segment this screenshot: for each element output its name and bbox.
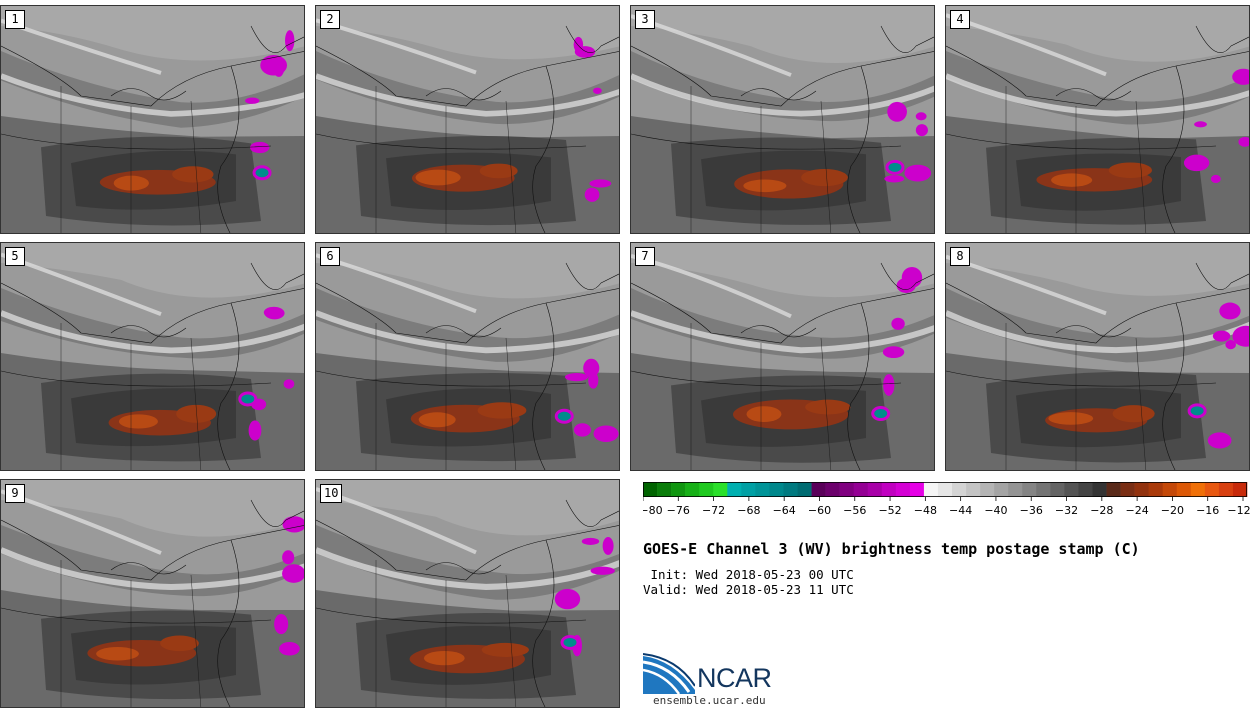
- figure-title: GOES-E Channel 3 (WV) brightness temp po…: [643, 540, 1140, 558]
- water-vapor-map: [946, 243, 1249, 470]
- panel-number-label: 10: [320, 484, 343, 503]
- colorbar-segment: [811, 482, 826, 497]
- colorbar-segment: [1120, 482, 1135, 497]
- colorbar-tick-label: −16: [1196, 504, 1219, 517]
- colorbar-segment: [1176, 482, 1192, 497]
- colorbar-segment: [727, 482, 742, 497]
- postage-stamp-panel: 10: [315, 479, 620, 708]
- colorbar-segment: [980, 482, 995, 497]
- colorbar-tick-label: −60: [808, 504, 831, 517]
- colorbar-segment: [1190, 482, 1206, 497]
- colorbar-segment: [1106, 482, 1121, 497]
- colorbar-tick-label: −36: [1020, 504, 1043, 517]
- panel-number-label: 1: [5, 10, 25, 29]
- colorbar-segment: [937, 482, 953, 497]
- colorbar-segment: [1204, 482, 1220, 497]
- colorbar-segment: [643, 482, 658, 497]
- colorbar-segment: [1232, 482, 1248, 497]
- colorbar-segment: [1078, 482, 1093, 497]
- colorbar-segment: [923, 482, 939, 497]
- colorbar-tick-label: −32: [1055, 504, 1078, 517]
- logo-url: ensemble.ucar.edu: [653, 694, 766, 707]
- water-vapor-map: [631, 243, 934, 470]
- colorbar-tick-label: −40: [984, 504, 1007, 517]
- postage-stamp-panel: 3: [630, 5, 935, 234]
- colorbar-tick-label: −44: [949, 504, 972, 517]
- colorbar-segment: [994, 482, 1009, 497]
- colorbar-tick-label: −56: [843, 504, 866, 517]
- panel-number-label: 4: [950, 10, 970, 29]
- colorbar: −80 −76 −72 −68 −64 −60 −56 −52 −48 −44 −40 −36 −32−…: [643, 482, 1251, 517]
- colorbar-segment: [952, 482, 967, 497]
- colorbar-tick-label: −28: [1090, 504, 1113, 517]
- colorbar-tick-label: −52: [878, 504, 901, 517]
- colorbar-segment: [909, 482, 925, 497]
- colorbar-segment: [671, 482, 686, 497]
- postage-stamp-panel: 9: [0, 479, 305, 708]
- colorbar-tick-label: −48: [914, 504, 937, 517]
- ncar-logo-icon: [643, 652, 695, 694]
- colorbar-segment: [769, 482, 784, 497]
- colorbar-tick-label: −24: [1126, 504, 1149, 517]
- postage-stamp-panel: 1: [0, 5, 305, 234]
- postage-stamp-panel: 2: [315, 5, 620, 234]
- panel-number-label: 9: [5, 484, 25, 503]
- water-vapor-map: [631, 6, 934, 233]
- colorbar-segment: [685, 482, 700, 497]
- colorbar-segment: [966, 482, 981, 497]
- colorbar-tick-label: −72: [702, 504, 725, 517]
- ncar-logo-text: NCAR: [697, 663, 772, 693]
- panel-number-label: 7: [635, 247, 655, 266]
- colorbar-segment: [755, 482, 770, 497]
- valid-time: Valid: Wed 2018-05-23 11 UTC: [643, 582, 854, 597]
- colorbar-segment: [741, 482, 756, 497]
- colorbar-segment: [797, 482, 812, 497]
- postage-stamp-panel: 7: [630, 242, 935, 471]
- colorbar-segment: [713, 482, 728, 497]
- postage-stamp-panel: 4: [945, 5, 1250, 234]
- colorbar-segment: [825, 482, 840, 497]
- water-vapor-map: [1, 243, 304, 470]
- colorbar-tick-label: −12: [1227, 504, 1250, 517]
- colorbar-segment: [657, 482, 672, 497]
- colorbar-border: [643, 482, 1247, 497]
- colorbar-segment: [853, 482, 869, 497]
- colorbar-segment: [699, 482, 714, 497]
- colorbar-segment: [1064, 482, 1079, 497]
- colorbar-segment: [1008, 482, 1023, 497]
- panel-number-label: 8: [950, 247, 970, 266]
- water-vapor-map: [1, 6, 304, 233]
- panel-number-label: 3: [635, 10, 655, 29]
- panel-number-label: 6: [320, 247, 340, 266]
- panel-number-label: 2: [320, 10, 340, 29]
- water-vapor-map: [1, 480, 304, 707]
- water-vapor-map: [946, 6, 1249, 233]
- colorbar-segment: [1134, 482, 1149, 497]
- colorbar-segment: [1162, 482, 1178, 497]
- colorbar-segment: [783, 482, 798, 497]
- panel-number-label: 5: [5, 247, 25, 266]
- postage-stamp-panel: 5: [0, 242, 305, 471]
- postage-stamp-panel: 8: [945, 242, 1250, 471]
- colorbar-segment: [839, 482, 854, 497]
- colorbar-tick-label: −76: [667, 504, 690, 517]
- init-time: Init: Wed 2018-05-23 00 UTC: [643, 567, 854, 582]
- colorbar-segment: [1022, 482, 1037, 497]
- colorbar-segment: [1036, 482, 1051, 497]
- colorbar-segment: [1092, 482, 1107, 497]
- water-vapor-map: [316, 243, 619, 470]
- colorbar-segment: [867, 482, 883, 497]
- water-vapor-map: [316, 480, 619, 707]
- colorbar-segment: [881, 482, 897, 497]
- colorbar-segment: [1218, 482, 1234, 497]
- colorbar-segment: [895, 482, 911, 497]
- colorbar-tick-label: −20: [1161, 504, 1184, 517]
- colorbar-segment: [1148, 482, 1164, 497]
- water-vapor-map: [316, 6, 619, 233]
- colorbar-tick-label: −64: [773, 504, 796, 517]
- colorbar-tick-label: −68: [737, 504, 760, 517]
- colorbar-tick-label: −80: [643, 504, 663, 517]
- colorbar-segment: [1050, 482, 1065, 497]
- postage-stamp-panel: 6: [315, 242, 620, 471]
